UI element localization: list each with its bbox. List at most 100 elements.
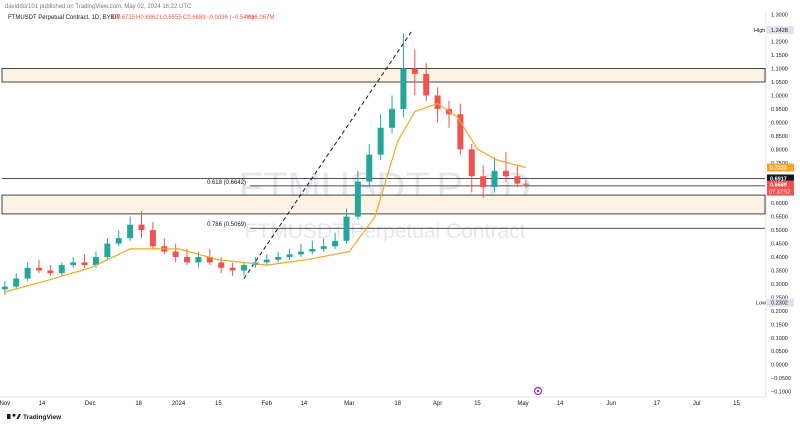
candle (522, 179, 529, 189)
candle-body (320, 246, 327, 249)
time-tick-label: 14 (557, 401, 564, 407)
candle (480, 165, 487, 198)
ohlc-open: O0.6725 (112, 15, 136, 21)
price-tick-label: 1.1000 (771, 67, 788, 73)
price-tick-label: 1.0000 (771, 93, 788, 99)
candle (377, 114, 384, 161)
price-axis[interactable]: 1.3000 1.2000 1.1500 1.1000 1.0500 1.0000 0.95… (771, 13, 791, 396)
low-label: Low (756, 301, 766, 307)
price-tick-label: 0.2500 (771, 295, 788, 301)
symbol-header[interactable]: FTMUSDT Perpetual Contract, 1D, BYBIT O0… (8, 15, 274, 21)
candle-body (457, 114, 464, 150)
candle (70, 257, 77, 268)
ema-line (4, 102, 527, 293)
last-price-tag (767, 180, 794, 196)
candle-body (309, 248, 316, 252)
trendline-layer (243, 30, 413, 279)
price-tags: High 1.2428 Low 0.2302 0.7323 0.69170.668907:… (754, 26, 794, 307)
candle-body (127, 224, 134, 239)
candle (468, 143, 475, 193)
candle (286, 248, 293, 260)
candle-body (36, 267, 43, 271)
candle (354, 170, 361, 220)
tradingview-logo-icon (7, 413, 21, 419)
candle (514, 165, 521, 187)
candle (332, 232, 339, 249)
price-tick-label: 0.3500 (771, 268, 788, 274)
price-tick-label: 0.0000 (771, 363, 788, 369)
candle-body (275, 257, 282, 260)
tradingview-logo[interactable]: TradingView (7, 413, 62, 421)
level-tag (767, 174, 794, 183)
time-tick-label: Dec (85, 401, 96, 407)
candle (240, 262, 247, 276)
ema-value: 0.7323 (770, 166, 787, 172)
time-tick-label: 14 (300, 401, 307, 407)
candle-body (491, 170, 498, 187)
candle (491, 157, 498, 193)
tradingview-brand: TradingView (23, 414, 62, 421)
candle-body (24, 267, 31, 279)
candle (457, 103, 464, 155)
candle (366, 143, 373, 187)
author-line: daviddor101 published on TradingView.com… (5, 4, 192, 10)
candle-body (377, 127, 384, 155)
ema-tag (767, 163, 794, 172)
candle-body (389, 108, 396, 128)
low-value: 0.2302 (771, 301, 788, 307)
time-tick-label: Jul (693, 401, 701, 407)
time-tick-label: Feb (262, 401, 273, 407)
candle (263, 254, 270, 266)
time-tick-label: May (517, 401, 528, 407)
candle (115, 230, 122, 247)
time-tick-label: 15 (474, 401, 481, 407)
ohlc-volume: Vol6.067M (246, 15, 274, 21)
time-axis[interactable]: Nov 14 Dec 18 2024 15 Feb 14 Mar 18 Apr 15 May 14 Jun 1… (0, 401, 741, 407)
candle-body (514, 176, 521, 184)
candle-body (240, 265, 247, 271)
candle (36, 259, 43, 274)
price-tick-label: 0.5000 (771, 228, 788, 234)
ohlc-change: −0.0036 (−0.54%) (206, 15, 254, 21)
time-tick-label: Nov (0, 401, 10, 407)
candle (343, 208, 350, 244)
price-tick-label: 1.0500 (771, 80, 788, 86)
candle-body (58, 265, 65, 274)
candle-body (480, 176, 487, 187)
candle-body (138, 224, 145, 231)
candle-body (1, 286, 8, 290)
low-tag (767, 298, 794, 307)
high-label: High (754, 28, 765, 34)
price-tick-label: 0.3000 (771, 282, 788, 288)
time-tick-label: 14 (39, 401, 46, 407)
time-tick-label: 15 (733, 401, 740, 407)
candle (47, 265, 54, 276)
event-marker-icon[interactable] (533, 386, 543, 396)
candle-body (172, 251, 179, 257)
candle-body (343, 216, 350, 241)
ohlc-low: L0.6555 (160, 15, 182, 21)
candle-body (47, 270, 54, 274)
candle-body (263, 259, 270, 263)
candle (104, 238, 111, 260)
candle (502, 152, 509, 182)
price-tick-label: −0.1000 (771, 390, 791, 396)
price-tick-label: 0.5500 (771, 215, 788, 221)
price-tick-label: 0.9500 (771, 107, 788, 113)
time-tick-label: Apr (433, 401, 442, 407)
zones-layer (1, 68, 766, 215)
candle-body (354, 181, 361, 217)
candle-body (184, 257, 191, 263)
candle-body (332, 240, 339, 247)
candle (81, 254, 88, 268)
time-tick-label: 17 (653, 401, 660, 407)
candle (172, 243, 179, 263)
candle (389, 95, 396, 134)
time-tick-label: 15 (215, 401, 222, 407)
fib-level-label: 0.618 (0.6642) (207, 180, 246, 186)
countdown-value: 07:37:52 (769, 190, 790, 196)
candle (309, 240, 316, 255)
candle-body (149, 230, 156, 247)
price-tick-label: 0.8000 (771, 147, 788, 153)
